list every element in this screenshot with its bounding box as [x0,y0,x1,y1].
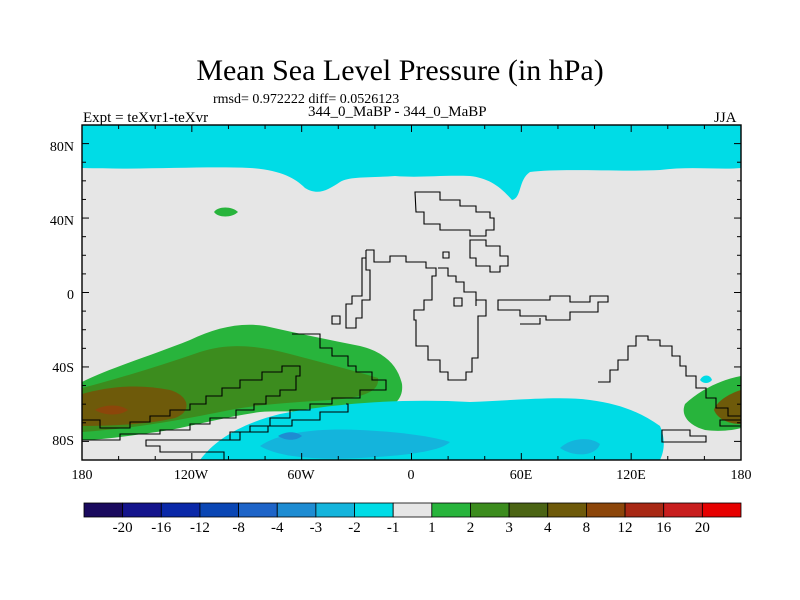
colorbar-label: 20 [694,520,710,536]
colorbar-swatch [160,502,201,518]
colorbar-swatch [238,502,278,518]
colorbar-label: 8 [582,520,591,536]
colorbar-swatch [470,502,510,518]
lat-label-40s: 40S [52,361,74,376]
colorbar-swatch [392,502,433,518]
map-field [82,125,741,460]
antarctic-low-core [278,432,302,440]
lat-label-80s: 80S [52,434,74,449]
southern-continent-outline [145,333,387,460]
colorbar-swatch [431,502,471,518]
colorbar-swatch [276,502,317,518]
plot-title: Mean Sea Level Pressure (in hPa) [196,54,604,87]
antarctic-low-east [560,439,600,455]
south-arc-outline [598,335,741,417]
north-island-outline [469,239,509,273]
colorbar-label: 4 [544,520,552,536]
colorbar-swatch [199,502,239,518]
south-pacific-high-max [95,405,128,415]
colorbar-swatch [354,502,394,518]
colorbar-label: 3 [505,520,513,536]
colorbar-swatch [663,502,703,518]
south-africa-outline [475,300,541,325]
season-label: JJA [714,110,737,126]
lon-label-60e: 60E [509,468,533,483]
stats-text: rmsd= 0.972222 diff= 0.0526123 [213,92,400,107]
colorbar-label: -8 [232,520,245,536]
colorbar-label: -3 [309,520,323,536]
lat-label-80n: 80N [49,140,74,155]
lon-label-0: 0 [407,468,415,483]
central-continent-outline [345,249,487,381]
experiment-label: Expt = teXvr1-teXvr [83,110,209,126]
west-island-outline [331,315,341,325]
colorbar-swatch [83,502,124,518]
small-island-outline [442,251,450,259]
lat-label-eq: 0 [67,288,74,303]
colorbar-label: -20 [112,520,133,536]
lon-label-180w: 180 [71,468,93,483]
colorbar-label: 2 [466,520,475,536]
north-continent-outline [414,191,495,237]
colorbar-swatch [624,502,665,518]
mid-island-outline [453,297,463,307]
east-edge-low-spot [700,375,712,383]
colorbar-label: -1 [386,520,400,536]
antarctic-low-mid [260,429,450,459]
colorbar-label: 12 [617,520,633,536]
colorbar-swatch [315,502,355,518]
colorbar-swatch [508,502,549,518]
arctic-low-anomaly [82,125,741,200]
colorbar-label: -12 [189,520,210,536]
colorbar [83,502,742,518]
lon-label-120w: 120W [173,468,209,483]
north-pacific-high-spot [214,207,238,217]
colorbar-label: -16 [151,520,172,536]
axis-ticks [81,124,742,461]
colorbar-swatch [701,502,742,518]
lon-label-60w: 60W [287,468,315,483]
runs-label: 344_0_MaBP - 344_0_MaBP [308,104,487,120]
lon-label-120e: 120E [616,468,646,483]
colorbar-swatch [586,502,626,518]
colorbar-label: -2 [348,520,361,536]
southwest-coast-outline [82,365,301,441]
colorbar-swatch [547,502,587,518]
lon-label-180e: 180 [730,468,752,483]
antarctic-block-outline [210,403,349,441]
lat-label-40n: 40N [49,214,74,229]
colorbar-label: 1 [428,520,436,536]
east-continent-outline [497,295,609,321]
colorbar-swatch [122,502,162,518]
colorbar-label: -4 [270,520,284,536]
colorbar-label: 16 [656,520,672,536]
southeast-coast-outline [661,419,741,443]
coastlines [82,191,741,460]
